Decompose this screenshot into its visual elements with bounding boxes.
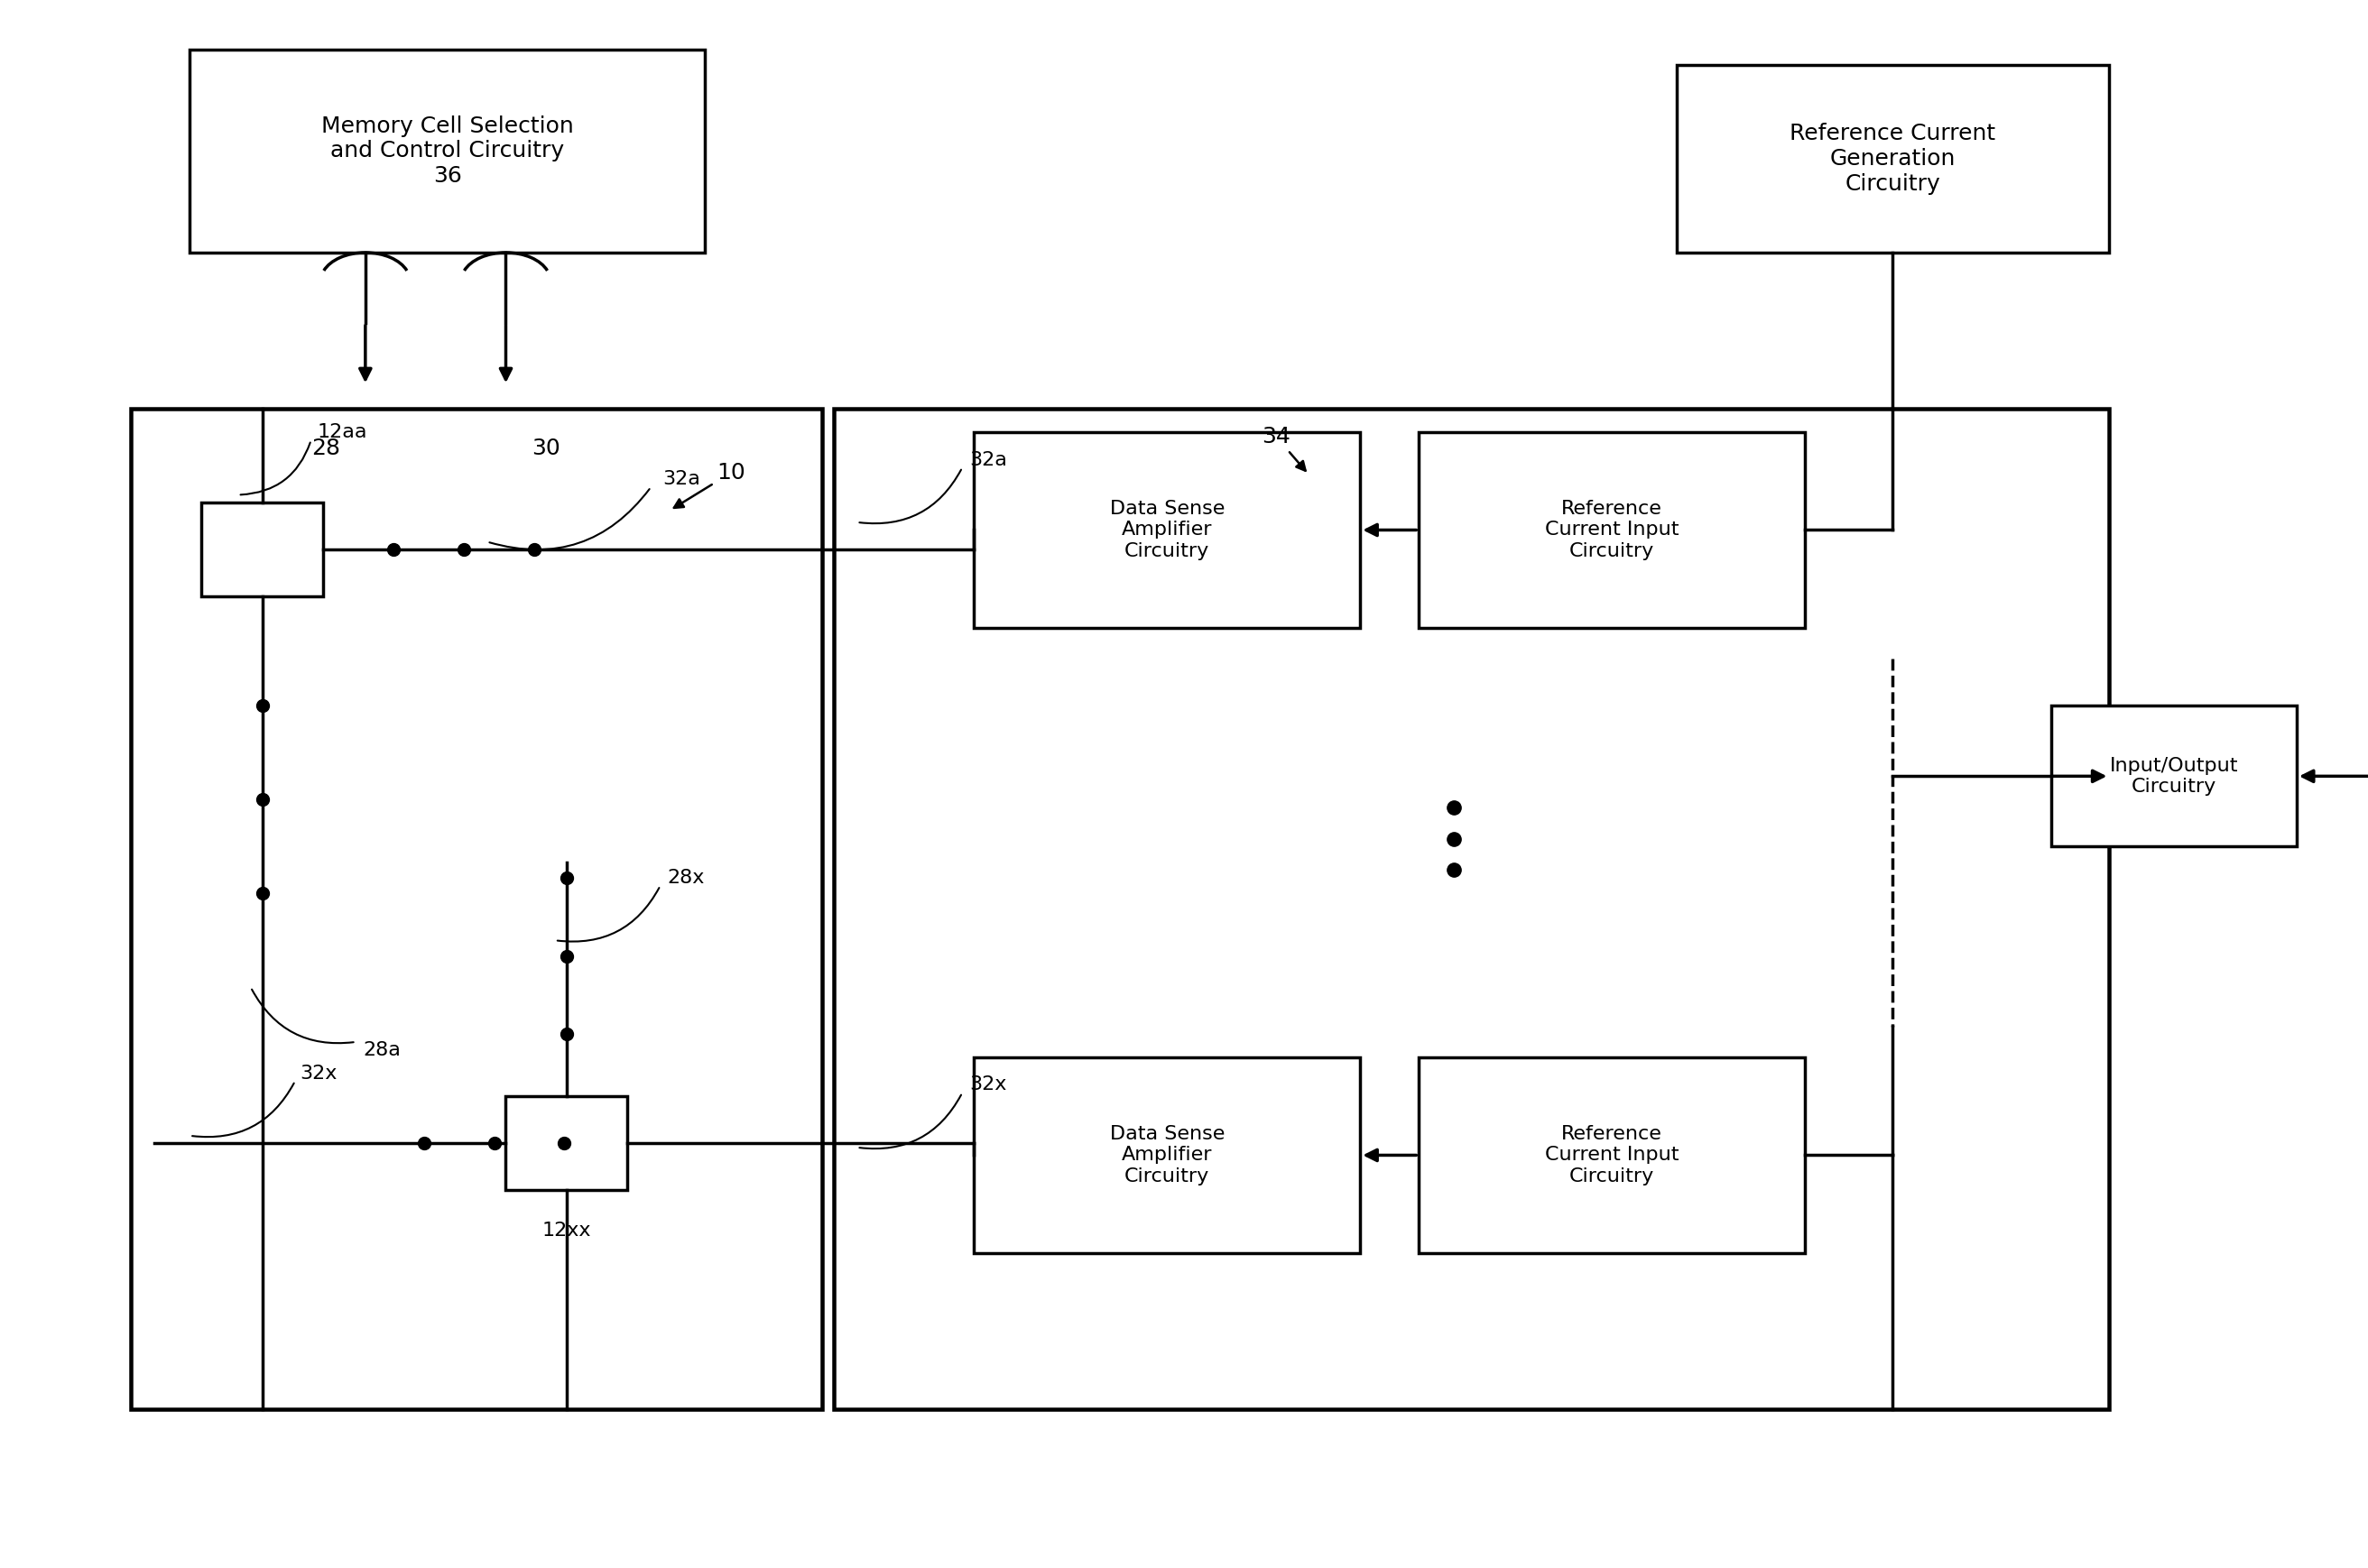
Text: Data Sense
Amplifier
Circuitry: Data Sense Amplifier Circuitry: [1111, 500, 1224, 560]
Text: 32a: 32a: [969, 450, 1006, 469]
Text: Data Sense
Amplifier
Circuitry: Data Sense Amplifier Circuitry: [1111, 1126, 1224, 1185]
Text: 10: 10: [675, 463, 746, 508]
Text: 28a: 28a: [362, 1041, 400, 1058]
Bar: [973, 1057, 1359, 1253]
Text: 32x: 32x: [969, 1076, 1006, 1094]
Bar: [973, 433, 1359, 627]
Bar: [130, 409, 822, 1410]
Bar: [2051, 706, 2297, 847]
Text: Reference
Current Input
Circuitry: Reference Current Input Circuitry: [1544, 500, 1679, 560]
Bar: [189, 50, 706, 252]
Text: 34: 34: [1262, 426, 1305, 470]
Text: 30: 30: [530, 437, 559, 459]
Text: 12aa: 12aa: [317, 423, 367, 441]
Bar: [1418, 433, 1804, 627]
Bar: [507, 1096, 628, 1190]
Bar: [1418, 1057, 1804, 1253]
Text: Reference
Current Input
Circuitry: Reference Current Input Circuitry: [1544, 1126, 1679, 1185]
Bar: [1677, 64, 2110, 252]
Text: Memory Cell Selection
and Control Circuitry
36: Memory Cell Selection and Control Circui…: [322, 114, 573, 187]
Text: Input/Output
Circuitry: Input/Output Circuitry: [2110, 757, 2238, 795]
Bar: [834, 409, 2110, 1410]
Text: 12xx: 12xx: [542, 1221, 592, 1240]
Bar: [201, 503, 322, 596]
Text: Reference Current
Generation
Circuitry: Reference Current Generation Circuitry: [1790, 122, 1996, 194]
Text: 28x: 28x: [668, 869, 706, 887]
Text: 32x: 32x: [301, 1065, 336, 1082]
Text: 32a: 32a: [663, 470, 701, 488]
Text: 28: 28: [310, 437, 341, 459]
